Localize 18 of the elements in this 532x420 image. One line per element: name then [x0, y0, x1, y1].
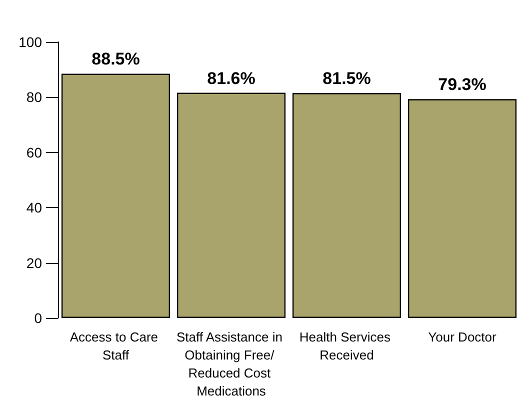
y-tick-label: 40 [26, 200, 42, 216]
y-tick-label: 20 [26, 254, 42, 271]
data-label: 81.6% [207, 68, 256, 88]
x-tick-label: Health Services Received [299, 330, 394, 362]
y-tick-label: 60 [26, 144, 42, 160]
bar [408, 99, 517, 318]
x-tick-label: Your Doctor [428, 330, 497, 344]
y-tick-label: 100 [18, 34, 42, 50]
bar [292, 93, 402, 318]
data-label: 79.3% [438, 75, 486, 94]
bar [176, 92, 286, 318]
data-label: 81.5% [322, 69, 371, 88]
y-tick-label: 0 [34, 310, 42, 326]
bar [61, 74, 170, 318]
x-tick-label: Access to Care Staff [70, 330, 162, 362]
x-tick-label: Staff Assistance in Obtaining Free/ Reduced Cost Medications [176, 330, 286, 398]
y-tick-label: 80 [26, 89, 42, 106]
data-label: 88.5% [92, 50, 140, 69]
